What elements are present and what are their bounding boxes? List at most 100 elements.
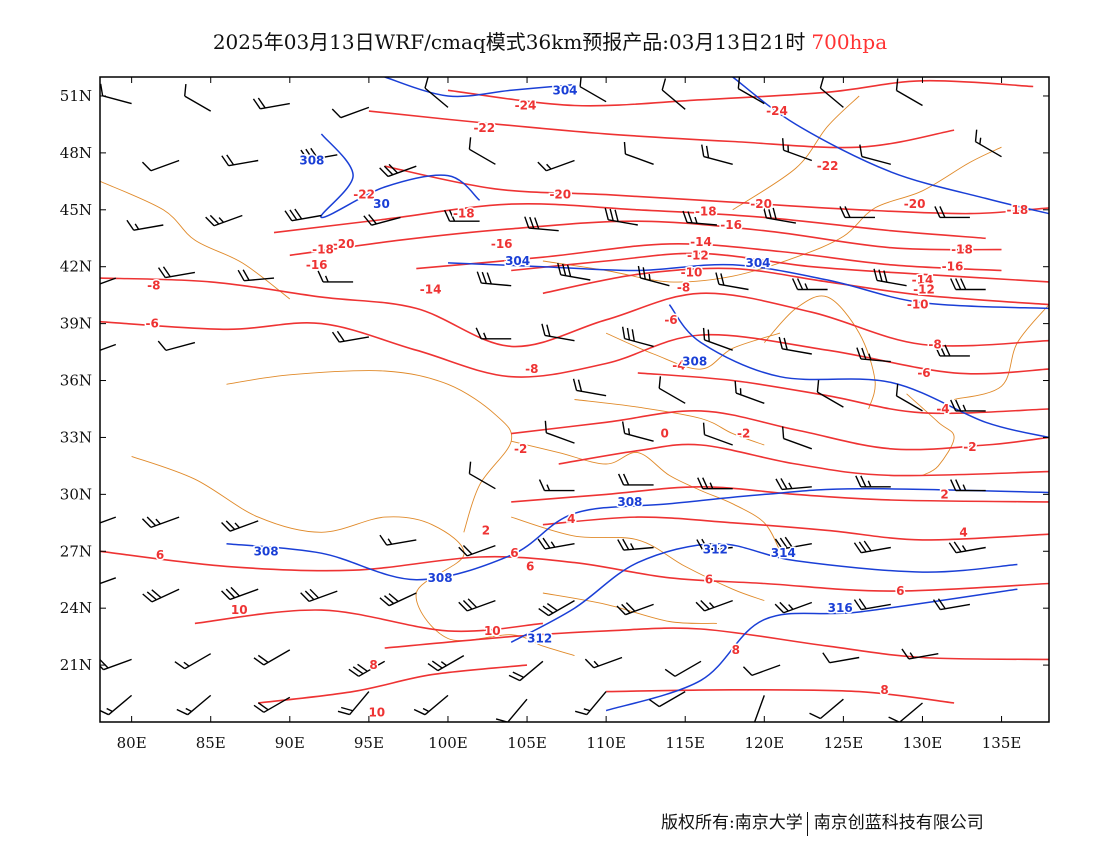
lat-tick-label: 42N [60, 258, 92, 276]
lon-tick-label: 120E [745, 734, 785, 752]
wind-barb [126, 219, 164, 231]
contour-label: -16 [720, 218, 742, 232]
wind-barb [621, 326, 654, 348]
geopotential-contour [605, 588, 1018, 712]
lat-tick-label: 27N [60, 542, 92, 560]
lat-tick-label: 51N [60, 87, 92, 105]
contour-label: -2 [514, 442, 527, 456]
wind-barb [100, 694, 133, 716]
contour-label: 6 [705, 573, 713, 587]
contour-label: 2 [940, 487, 948, 501]
wind-barb [574, 691, 607, 716]
wind-barb [853, 598, 891, 611]
wind-barb [742, 664, 781, 677]
copyright-separator [806, 811, 808, 836]
contour-label: 8 [369, 658, 377, 672]
contour-label: -16 [306, 258, 328, 272]
wind-barb [253, 696, 291, 713]
wind-barb [948, 541, 986, 554]
contour-label: 4 [567, 512, 575, 526]
province-boundary [906, 393, 955, 476]
wind-barb [458, 544, 496, 557]
contour-label: -4 [936, 402, 949, 416]
isotherm [416, 242, 1002, 272]
geopotential-contour [510, 542, 1018, 643]
wind-barb [696, 538, 733, 551]
wind-barb [157, 340, 196, 352]
wind-barb [557, 262, 591, 281]
wind-barb [141, 159, 180, 172]
wind-barb [753, 695, 765, 722]
copyright-company: 南京创蓝科技有限公司 [813, 813, 984, 833]
wind-barb [524, 216, 559, 232]
contour-label: -24 [515, 99, 537, 113]
province-boundary [574, 399, 765, 446]
contour-label: -14 [420, 283, 442, 297]
contour-label: 10 [484, 624, 501, 638]
wind-barb [221, 520, 259, 532]
contour-label: 308 [682, 355, 707, 369]
isotherm [558, 443, 1049, 477]
wind-barb [774, 601, 813, 614]
wind-barb [895, 78, 923, 107]
lat-tick-label: 21N [60, 656, 92, 674]
contour-label: -10 [681, 265, 703, 279]
wind-barb [856, 347, 891, 363]
contour-label: 0 [661, 427, 669, 441]
contour-label: 304 [745, 256, 770, 270]
wind-barb [379, 163, 417, 178]
wind-barb [100, 577, 117, 589]
wind-barb [363, 214, 401, 226]
wind-barb [443, 209, 480, 222]
province-boundary [763, 295, 876, 410]
wind-barb-layer [100, 77, 1002, 722]
wind-barb [791, 278, 828, 291]
wind-barb [237, 269, 275, 282]
lon-tick-label: 90E [275, 734, 305, 752]
wind-barb [538, 599, 575, 617]
isotherm [258, 664, 528, 704]
wind-barb [734, 380, 765, 404]
wind-barb [839, 206, 875, 219]
wind-barb [141, 516, 180, 529]
contour-label: -18 [695, 205, 717, 219]
lat-tick-label: 33N [60, 428, 92, 446]
isotherm [511, 252, 1049, 283]
contour-label-layer: -24 -24-22-22-22 -20-20 -20-20-18 -18-18-18-… [144, 82, 1030, 721]
lon-tick-label: 115E [665, 734, 705, 752]
copyright-owner: 版权所有:南京大学 [661, 813, 803, 833]
contour-label: -18 [312, 243, 334, 257]
lat-tick-label: 48N [60, 144, 92, 162]
lon-tick-label: 85E [196, 734, 226, 752]
wind-barb [579, 77, 607, 103]
isotherm [194, 609, 543, 633]
lon-tick-label: 80E [117, 734, 147, 752]
wind-barb [142, 588, 180, 603]
temperature-layer [100, 79, 1049, 704]
contour-label: 312 [703, 542, 728, 556]
wind-barb [762, 206, 797, 224]
wind-barb [637, 265, 670, 287]
wind-barb [617, 473, 654, 486]
contour-label: 8 [732, 643, 740, 657]
contour-label: -22 [473, 121, 495, 135]
contour-label: -20 [549, 188, 571, 202]
wind-barb [697, 477, 733, 490]
contour-label: -8 [928, 338, 941, 352]
wind-barb [379, 592, 417, 607]
wind-barb [604, 207, 638, 226]
wind-barb [572, 378, 607, 397]
lon-tick-label: 95E [354, 734, 384, 752]
wind-barb [617, 538, 654, 551]
wind-barb [950, 479, 986, 492]
contour-label: -20 [904, 197, 926, 211]
geopotential-contour [384, 77, 575, 98]
isotherm [100, 277, 1049, 348]
wind-barb [616, 602, 654, 616]
wind-barb [682, 210, 717, 226]
lat-tick-label: 24N [60, 599, 92, 617]
contour-label: -12 [687, 248, 709, 262]
map-title: 2025年03月13日WRF/cmaq模式36km预报产品:03月13日21时 7… [0, 26, 1100, 55]
contour-label: 4 [959, 525, 967, 539]
contour-label: -22 [817, 159, 839, 173]
